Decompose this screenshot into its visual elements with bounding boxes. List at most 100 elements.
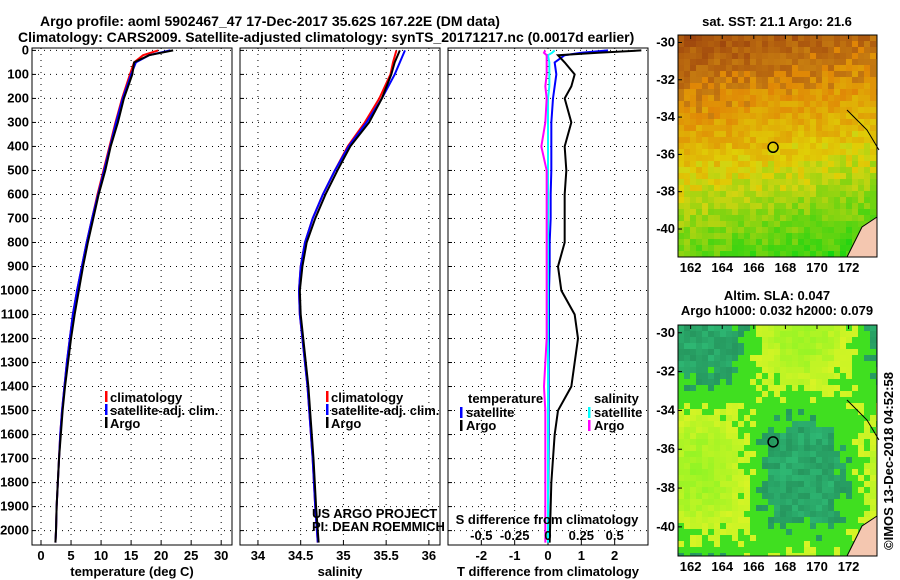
map-cell xyxy=(828,161,834,167)
map-cell xyxy=(822,215,828,221)
map-cell xyxy=(822,209,828,215)
map-cell xyxy=(756,197,762,203)
map-cell xyxy=(804,409,810,415)
map-cell xyxy=(852,101,858,107)
plot-frame xyxy=(31,47,233,546)
map-cell xyxy=(840,221,846,227)
map-cell xyxy=(780,113,786,119)
map-cell xyxy=(702,517,708,523)
map-cell xyxy=(696,167,702,173)
map-cell xyxy=(690,337,696,343)
map-cell xyxy=(708,469,714,475)
map-cell xyxy=(744,89,750,95)
map-cell xyxy=(834,125,840,131)
map-cell xyxy=(864,173,870,179)
map-y-tick-label: -32 xyxy=(656,72,675,87)
map-cell xyxy=(720,349,726,355)
map-cell xyxy=(822,173,828,179)
map-cell xyxy=(774,83,780,89)
map-cell xyxy=(816,331,822,337)
map-cell xyxy=(822,245,828,251)
map-cell xyxy=(696,439,702,445)
map-cell xyxy=(804,239,810,245)
map-cell xyxy=(828,397,834,403)
map-cell xyxy=(684,65,690,71)
map-cell xyxy=(864,355,870,361)
map-cell xyxy=(708,155,714,161)
map-cell xyxy=(684,517,690,523)
map-cell xyxy=(678,185,684,191)
map-cell xyxy=(852,427,858,433)
map-cell xyxy=(858,385,864,391)
map-cell xyxy=(732,337,738,343)
map-cell xyxy=(708,245,714,251)
map-cell xyxy=(762,209,768,215)
map-cell xyxy=(846,77,852,83)
map-cell xyxy=(810,77,816,83)
map-cell xyxy=(852,53,858,59)
x-tick-label: 0 xyxy=(37,548,44,563)
map-cell xyxy=(678,343,684,349)
map-cell xyxy=(798,59,804,65)
map-cell xyxy=(834,83,840,89)
map-cell xyxy=(756,355,762,361)
map-cell xyxy=(690,119,696,125)
map-cell xyxy=(678,373,684,379)
map-cell xyxy=(804,167,810,173)
map-cell xyxy=(738,343,744,349)
map-cell xyxy=(702,95,708,101)
map-cell xyxy=(816,89,822,95)
map-cell xyxy=(864,71,870,77)
map-cell xyxy=(822,337,828,343)
map-cell xyxy=(696,35,702,41)
map-cell xyxy=(864,415,870,421)
map-cell xyxy=(798,553,804,556)
map-cell xyxy=(798,125,804,131)
map-cell xyxy=(714,221,720,227)
map-cell xyxy=(816,517,822,523)
map-cell xyxy=(822,445,828,451)
map-cell xyxy=(732,355,738,361)
map-cell xyxy=(684,511,690,517)
map-cell xyxy=(714,143,720,149)
map-cell xyxy=(738,337,744,343)
map-cell xyxy=(732,487,738,493)
map-cell xyxy=(846,355,852,361)
map-cell xyxy=(750,391,756,397)
map-cell xyxy=(750,331,756,337)
map-cell xyxy=(762,343,768,349)
map-cell xyxy=(828,191,834,197)
map-cell xyxy=(852,397,858,403)
map-cell xyxy=(696,451,702,457)
map-cell xyxy=(858,481,864,487)
map-cell xyxy=(750,203,756,209)
map-cell xyxy=(702,487,708,493)
map-cell xyxy=(846,83,852,89)
map-cell xyxy=(744,463,750,469)
map-cell xyxy=(732,439,738,445)
map-cell xyxy=(690,385,696,391)
map-cell xyxy=(786,535,792,541)
map-cell xyxy=(768,547,774,553)
map-cell xyxy=(756,209,762,215)
map-cell xyxy=(756,41,762,47)
map-cell xyxy=(792,529,798,535)
argo-position-marker xyxy=(767,436,779,448)
map-cell xyxy=(822,397,828,403)
map-cell xyxy=(732,113,738,119)
map-cell xyxy=(726,95,732,101)
map-cell xyxy=(750,535,756,541)
map-cell xyxy=(834,71,840,77)
map-cell xyxy=(840,325,846,331)
map-cell xyxy=(816,77,822,83)
map-cell xyxy=(798,475,804,481)
map-cell xyxy=(702,167,708,173)
map-cell xyxy=(750,505,756,511)
legend-label: satellite-adj. clim. xyxy=(331,403,439,418)
map-cell xyxy=(768,391,774,397)
map-cell xyxy=(816,451,822,457)
map-cell xyxy=(774,209,780,215)
legend-title-temperature: temperature xyxy=(468,391,543,406)
map-cell xyxy=(762,239,768,245)
y-tick-label: 1400 xyxy=(0,379,29,394)
